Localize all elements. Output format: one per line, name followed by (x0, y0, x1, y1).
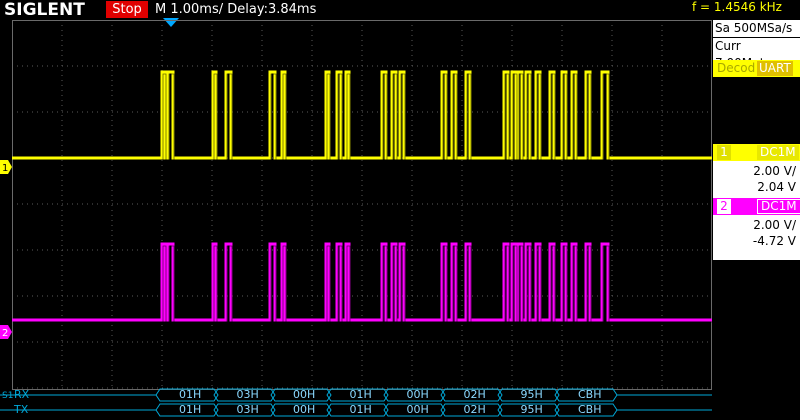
tx-byte-value: CBH (578, 403, 602, 416)
decode-label: Decod (717, 61, 756, 75)
channel-2-trace (12, 242, 712, 323)
channel-2-info[interactable]: 2 DC1M 2.00 V/ -4.72 V (713, 198, 800, 260)
tx-byte-value: 00H (406, 403, 429, 416)
rx-byte-value: 00H (406, 388, 429, 401)
rx-byte-value: 00H (293, 388, 316, 401)
channel-1-level-marker[interactable]: 1 (0, 160, 12, 174)
waveform-svg (12, 20, 712, 390)
channel-1-header: 1 DC1M (713, 144, 800, 161)
sample-rate: Sa 500MSa/s (713, 20, 800, 37)
rx-byte-value: 02H (463, 388, 486, 401)
decode-bus-area: S1 RX TX 01H 03H 00H 01H 00H 02H 95H CBH 01H 03H 0… (0, 388, 712, 420)
channel-2-level-marker[interactable]: 2 (0, 325, 12, 339)
channel-1-scale: 2.00 V/ (753, 164, 796, 178)
bus-svg (0, 388, 712, 417)
tx-byte-value: 95H (520, 403, 543, 416)
channel-1-number: 1 (717, 145, 731, 160)
bus-frame (497, 403, 560, 417)
bus-frames (0, 388, 712, 417)
bus-frame (270, 403, 332, 417)
bus-frame (213, 388, 276, 402)
bus-marker[interactable]: S1 (2, 391, 14, 401)
bus-frame (440, 403, 503, 417)
channel-1-info[interactable]: 1 DC1M 2.00 V/ 2.04 V (713, 144, 800, 206)
rx-byte-value: 01H (349, 388, 372, 401)
bus-frame (383, 388, 446, 402)
decode-indicator[interactable]: Decod UART (713, 60, 800, 77)
signal-path (12, 242, 712, 322)
signal-path (12, 70, 712, 160)
bus-frame (155, 388, 219, 402)
rx-byte-value: CBH (578, 388, 602, 401)
decode-protocol: UART (757, 61, 793, 76)
bus-frame (326, 388, 389, 402)
tx-label: TX (14, 403, 29, 416)
trigger-position-icon[interactable] (163, 18, 179, 27)
bus-frame (213, 403, 276, 417)
channel-1-marker-label: 1 (2, 163, 8, 174)
frequency-readout: f = 1.4546 kHz (692, 0, 782, 14)
channel-2-offset: -4.72 V (752, 234, 796, 248)
channel-2-coupling: DC1M (757, 199, 800, 214)
tx-byte-value: 01H (179, 403, 202, 416)
right-info-panel: Sa 500MSa/s Curr 7.00Mpts Decod UART 1 D… (713, 20, 800, 420)
channel-2-scale: 2.00 V/ (753, 218, 796, 232)
signal-shadow (13, 245, 712, 323)
bus-frame (497, 388, 560, 402)
tx-byte-value: 02H (463, 403, 486, 416)
channel-2-header: 2 DC1M (713, 198, 800, 215)
channel-2-marker-label: 2 (2, 328, 8, 339)
bus-frame (155, 403, 219, 417)
channel-2-number: 2 (717, 199, 731, 214)
channel-1-coupling: DC1M (757, 145, 799, 160)
bus-frame (440, 388, 503, 402)
bus-frame (326, 403, 389, 417)
brand-logo: SIGLENT (4, 0, 85, 20)
signal-shadow (13, 73, 712, 161)
tx-byte-value: 00H (293, 403, 316, 416)
channel-1-offset: 2.04 V (757, 180, 796, 194)
tx-byte-value: 03H (236, 403, 259, 416)
bus-frame (383, 403, 446, 417)
top-status-bar: SIGLENT Stop M 1.00ms/ Delay:3.84ms f = … (0, 0, 800, 20)
tx-byte-value: 01H (349, 403, 372, 416)
bus-frame (270, 388, 332, 402)
timebase-readout[interactable]: M 1.00ms/ Delay:3.84ms (155, 2, 317, 17)
rx-byte-value: 03H (236, 388, 259, 401)
rx-byte-value: 95H (520, 388, 543, 401)
waveform-display (12, 20, 712, 390)
rx-byte-value: 01H (179, 388, 202, 401)
channel-1-trace (12, 70, 712, 161)
rx-label: RX (14, 388, 30, 401)
run-stop-status[interactable]: Stop (106, 1, 148, 18)
